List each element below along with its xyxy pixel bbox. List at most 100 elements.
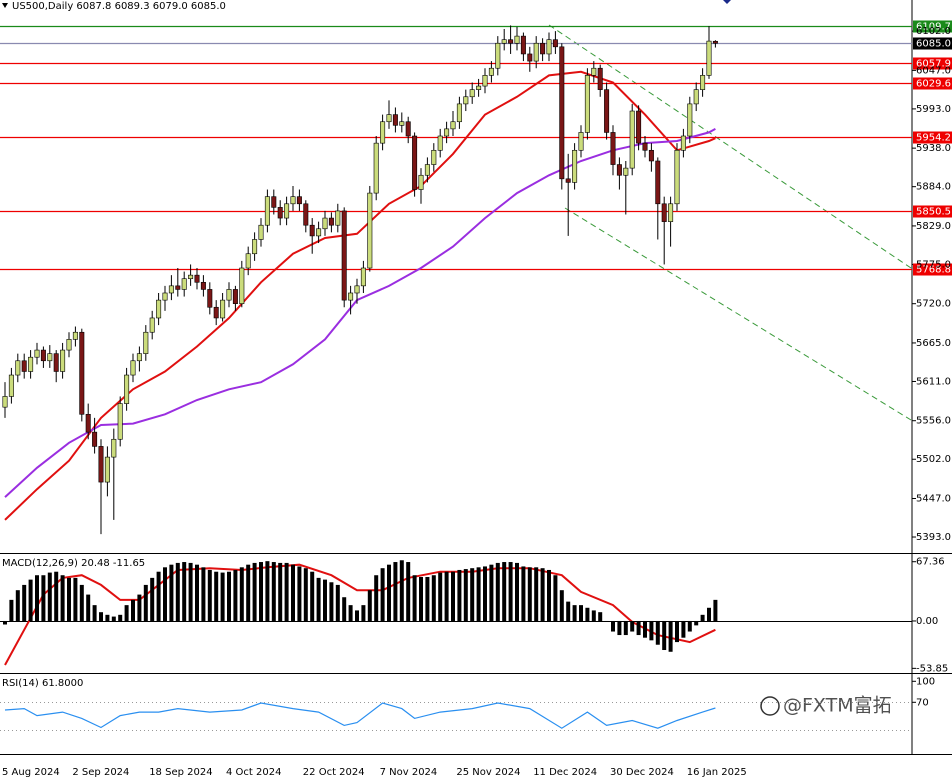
candle-body xyxy=(508,39,514,44)
candle-body xyxy=(360,267,366,287)
histogram-bar xyxy=(367,590,372,621)
marker xyxy=(723,0,731,4)
candle-body xyxy=(252,239,258,255)
candle-body xyxy=(79,331,85,415)
histogram-bar xyxy=(239,567,244,621)
candle-body xyxy=(188,274,194,280)
histogram-bar xyxy=(483,566,487,621)
level-label-box xyxy=(913,131,952,144)
candle-body xyxy=(53,353,59,372)
indicator-line xyxy=(4,702,716,729)
candle-body xyxy=(213,306,219,319)
x-tick-label: 2 Sep 2024 xyxy=(72,767,129,778)
candle-body xyxy=(559,46,565,180)
panel-title: RSI(14) 61.8000 xyxy=(2,678,83,689)
candle-body xyxy=(604,89,610,133)
candle-body xyxy=(143,331,149,354)
grid-layer xyxy=(0,25,916,731)
level-label: 5768.8 xyxy=(916,265,951,276)
level-label-box xyxy=(913,37,952,50)
histogram-bar xyxy=(431,575,436,621)
histogram-bar xyxy=(681,620,686,638)
candle-body xyxy=(655,160,661,205)
candle-body xyxy=(418,174,424,190)
candle-body xyxy=(469,89,475,98)
y-tick-label: 5393.0 xyxy=(916,532,951,543)
histogram-bar xyxy=(508,562,513,621)
candle-body xyxy=(450,121,456,130)
histogram-bar xyxy=(316,577,321,621)
candle-body xyxy=(444,128,450,137)
histogram-bar xyxy=(585,607,590,621)
level-label: 5954.2 xyxy=(916,133,951,144)
histogram-bar xyxy=(86,594,91,621)
histogram-bar xyxy=(195,564,199,621)
histogram-bar xyxy=(131,599,135,621)
histogram-bar xyxy=(271,562,276,621)
histogram-bar xyxy=(22,584,27,621)
histogram-bar xyxy=(35,575,39,621)
y-tick-label: 5611.0 xyxy=(916,376,951,387)
candle-body xyxy=(85,413,91,433)
histogram-bar xyxy=(201,567,206,621)
candle-body xyxy=(21,360,27,372)
menu-triangle[interactable] xyxy=(2,3,8,8)
candle-body xyxy=(111,438,117,458)
histogram-bar xyxy=(623,620,628,636)
y-tick-label: 0.00 xyxy=(916,616,938,627)
histogram-bar xyxy=(649,620,654,641)
candle-body xyxy=(303,203,309,226)
candle-body xyxy=(527,53,533,62)
histogram-bar xyxy=(329,582,334,621)
candle-body xyxy=(482,75,488,87)
histogram-bar xyxy=(470,568,475,621)
candle-body xyxy=(200,281,206,290)
candle-body xyxy=(258,224,264,240)
candle-body xyxy=(239,267,245,304)
candle-body xyxy=(488,67,494,76)
histogram-bar xyxy=(67,577,71,621)
y-tick-label: 5447.0 xyxy=(916,493,951,504)
histogram-bar xyxy=(259,562,263,621)
histogram-bar xyxy=(451,571,455,621)
candle-body xyxy=(328,217,334,226)
histogram-bar xyxy=(233,569,238,621)
histogram-bar xyxy=(163,567,167,621)
candle-body xyxy=(405,121,411,137)
histogram-bar xyxy=(694,620,699,626)
candle-body xyxy=(341,210,347,301)
candle-body xyxy=(156,299,162,319)
candle-body xyxy=(149,317,155,333)
histogram-bar xyxy=(355,610,359,621)
candle-body xyxy=(431,149,437,165)
histogram-bar xyxy=(662,620,667,651)
candle-body xyxy=(348,292,354,301)
histogram-bar xyxy=(342,597,347,621)
y-tick-label: 5720.0 xyxy=(916,299,951,310)
candle-body xyxy=(687,103,693,137)
trendline xyxy=(548,24,912,269)
histogram-bar xyxy=(675,620,679,643)
candle-body xyxy=(367,192,373,269)
histogram-bar xyxy=(335,584,340,621)
histogram-bar xyxy=(188,562,193,621)
candle-body xyxy=(130,360,136,376)
candle-body xyxy=(623,167,629,176)
histogram-bar xyxy=(406,562,411,621)
histogram-bar xyxy=(310,571,315,621)
level-label-box xyxy=(913,57,952,70)
candle-body xyxy=(648,149,654,162)
candle-body xyxy=(533,42,539,62)
candle-body xyxy=(72,331,78,340)
candle-body xyxy=(693,89,699,105)
histogram-bar xyxy=(668,620,673,652)
histogram-bar xyxy=(143,584,148,621)
candle-body xyxy=(232,289,238,304)
candle-body xyxy=(60,349,66,372)
histogram-bar xyxy=(374,575,379,621)
candle-body xyxy=(629,110,635,169)
candle-body xyxy=(296,196,302,205)
